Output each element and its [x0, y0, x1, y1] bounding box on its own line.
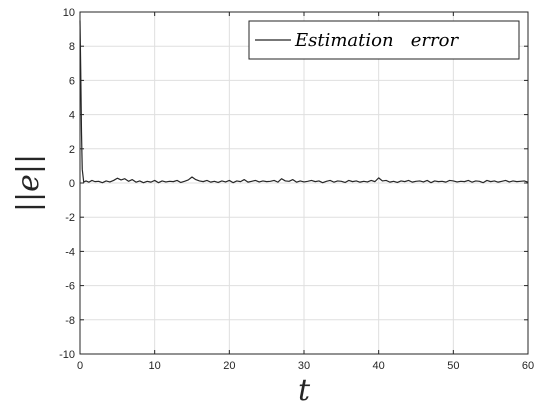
y-axis-label: ||e|| [11, 154, 46, 212]
x-tick-label: 0 [77, 360, 83, 372]
y-tick-label: 10 [63, 7, 75, 19]
y-tick-label: -2 [65, 212, 75, 224]
y-tick-label: 8 [69, 41, 75, 53]
x-tick-label: 40 [373, 360, 385, 372]
y-tick-label: 0 [69, 178, 75, 190]
legend: Estimation error [248, 20, 520, 60]
series-line-estimation-error [79, 20, 529, 184]
y-tick-label: -6 [65, 281, 75, 293]
x-tick-label: 20 [223, 360, 235, 372]
y-tick-label: -8 [65, 315, 75, 327]
y-tick-label: -4 [65, 246, 75, 258]
tick-labels: 0 10 20 30 40 50 60 -10 -8 -6 -4 -2 0 2 4 6 8 10 [59, 7, 534, 372]
legend-entry-label: Estimation error [294, 30, 459, 51]
y-tick-label: 2 [69, 144, 75, 156]
y-tick-label: 6 [69, 75, 75, 87]
x-axis-label: t [298, 373, 311, 406]
x-tick-label: 30 [298, 360, 310, 372]
series-layer [79, 20, 529, 184]
y-tick-label: -10 [59, 349, 75, 361]
legend-box [248, 20, 520, 60]
tick-marks [79, 11, 529, 355]
x-tick-label: 50 [447, 360, 459, 372]
x-tick-label: 10 [149, 360, 161, 372]
y-tick-label: 4 [69, 110, 75, 122]
x-tick-label: 60 [522, 360, 534, 372]
